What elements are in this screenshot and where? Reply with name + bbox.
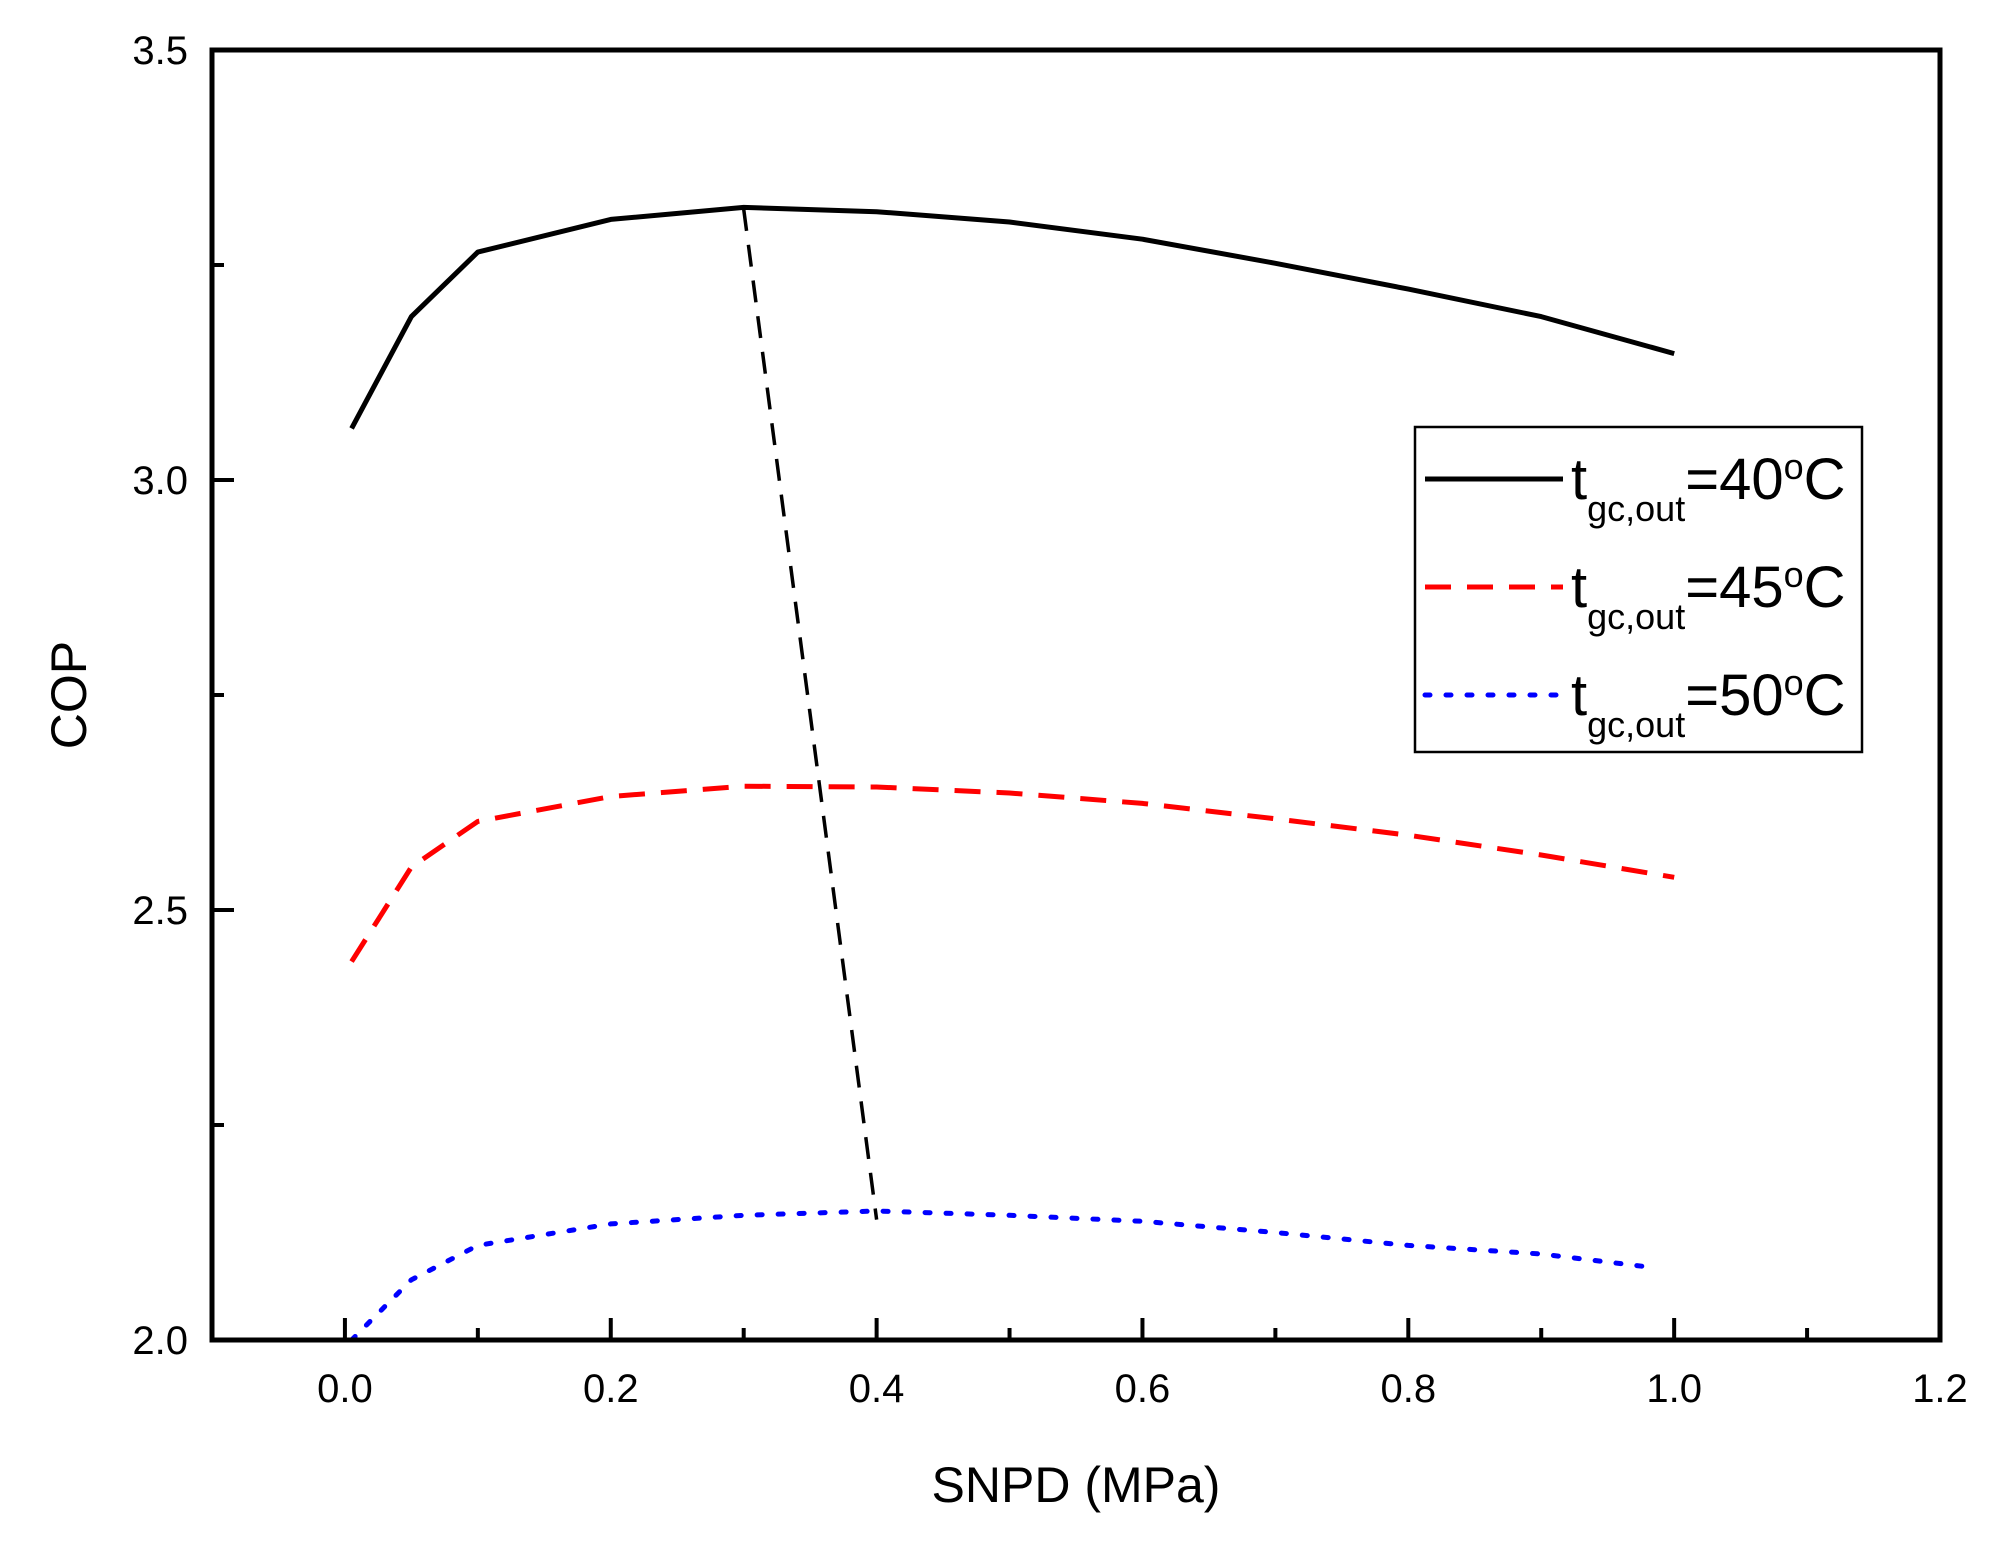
legend-label-3: tgc,out=50oC xyxy=(1571,662,1846,745)
y-tick-label: 3.0 xyxy=(132,459,188,503)
x-tick-label: 1.2 xyxy=(1912,1367,1968,1411)
series-line-2 xyxy=(349,783,1675,963)
y-tick-label: 2.5 xyxy=(132,889,188,933)
series-line-3 xyxy=(349,1208,1651,1343)
y-axis-title: COP xyxy=(41,641,97,749)
x-tick-label: 0.2 xyxy=(583,1367,639,1411)
x-tick-label: 0.4 xyxy=(849,1367,905,1411)
x-tick-label: 0.0 xyxy=(317,1367,373,1411)
x-tick-label: 0.8 xyxy=(1381,1367,1437,1411)
legend-label-1: tgc,out=40oC xyxy=(1571,446,1846,529)
y-tick-label: 2.0 xyxy=(132,1319,188,1363)
series-layer xyxy=(349,204,1675,1343)
x-axis-title: SNPD (MPa) xyxy=(932,1457,1221,1513)
optimum-trend-line xyxy=(741,208,879,1220)
x-tick-label: 1.0 xyxy=(1646,1367,1702,1411)
axes-layer: 0.0 0.2 0.4 0.6 0.8 1.0 1.2 2.0 2.5 3.0 3.5 xyxy=(132,29,1967,1411)
series-line-1 xyxy=(349,204,1675,430)
legend-label-2: tgc,out=45oC xyxy=(1571,554,1846,637)
legend: tgc,out=40oC tgc,out=45oC tgc,out=50oC xyxy=(1413,425,1864,754)
x-tick-label: 0.6 xyxy=(1115,1367,1171,1411)
y-tick-label: 3.5 xyxy=(132,29,188,73)
